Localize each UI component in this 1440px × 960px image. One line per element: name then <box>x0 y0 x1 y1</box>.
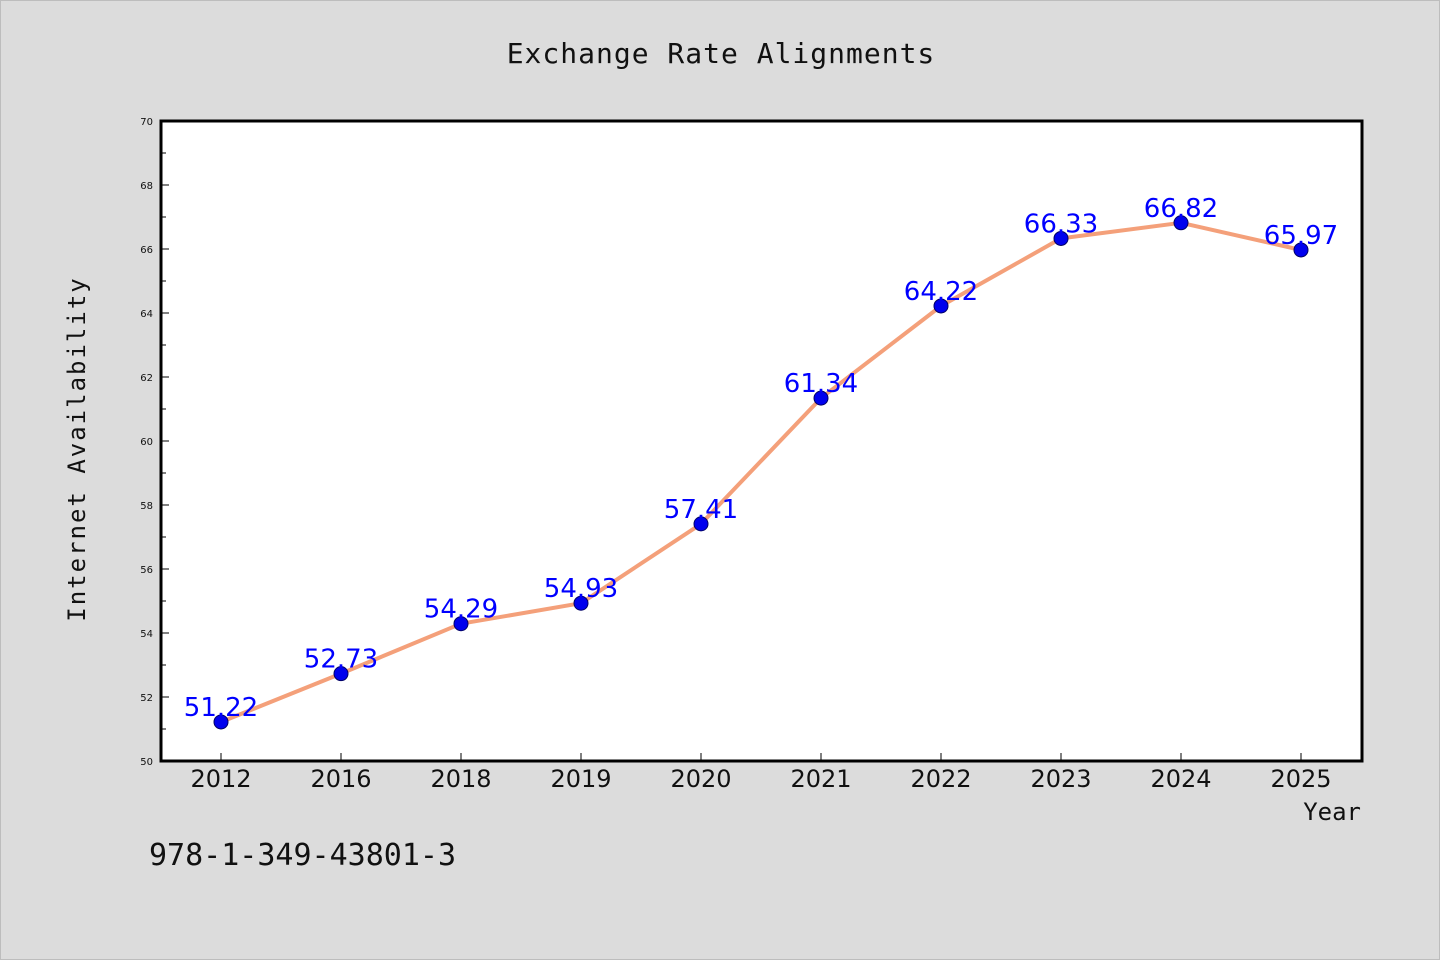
data-point <box>1293 242 1309 258</box>
data-label: 61.34 <box>784 369 858 399</box>
y-tick-label: 54 <box>140 629 153 640</box>
x-tick-label: 2021 <box>790 765 851 793</box>
y-tick-label: 70 <box>140 117 153 128</box>
y-tick-label: 60 <box>140 437 153 448</box>
x-tick-label: 2022 <box>910 765 971 793</box>
x-tick-label: 2023 <box>1030 765 1091 793</box>
data-point <box>933 298 949 314</box>
x-tick-label: 2018 <box>430 765 491 793</box>
data-label: 54.29 <box>424 595 498 625</box>
data-label: 52.73 <box>304 645 378 675</box>
y-axis-label: Internet Availability <box>63 276 91 621</box>
y-tick-label: 66 <box>140 245 153 256</box>
data-point <box>813 390 829 406</box>
chart-title: Exchange Rate Alignments <box>507 37 936 70</box>
data-label: 66.82 <box>1144 194 1218 224</box>
y-tick-label: 64 <box>140 309 153 320</box>
y-tick-label: 58 <box>140 501 153 512</box>
data-point <box>1053 230 1069 246</box>
x-tick-label: 2024 <box>1150 765 1211 793</box>
data-point <box>693 516 709 532</box>
data-label: 54.93 <box>544 574 618 604</box>
data-point <box>573 595 589 611</box>
data-label: 65.97 <box>1264 221 1338 251</box>
plot-area <box>161 121 1362 761</box>
data-label: 64.22 <box>904 277 978 307</box>
series-line <box>220 220 1302 724</box>
x-tick-label: 2019 <box>550 765 611 793</box>
data-point <box>1173 215 1189 231</box>
data-point <box>333 666 349 682</box>
y-tick-label: 50 <box>140 757 153 768</box>
data-point <box>213 714 229 730</box>
x-axis-ticks: 2012 2016 2018 2019 2020 2021 2022 2023 2024 2025 <box>190 753 1332 793</box>
footer-text: 978-1-349-43801-3 <box>149 838 456 873</box>
data-label: 57.41 <box>664 495 738 525</box>
data-label: 51.22 <box>184 693 258 723</box>
x-tick-label: 2016 <box>310 765 371 793</box>
y-tick-label: 52 <box>140 693 153 704</box>
plot-frame <box>159 119 1364 763</box>
y-tick-label: 62 <box>140 373 153 384</box>
data-point <box>453 616 469 632</box>
data-series: 51.22 52.73 54.29 54.93 57.41 61.34 64.22 66.33… <box>184 194 1338 730</box>
y-tick-label: 56 <box>140 565 153 576</box>
x-axis-label: Year <box>1303 798 1361 826</box>
x-tick-label: 2012 <box>190 765 251 793</box>
x-tick-label: 2025 <box>1270 765 1331 793</box>
y-tick-label: 68 <box>140 181 153 192</box>
x-tick-label: 2020 <box>670 765 731 793</box>
data-label: 66.33 <box>1024 209 1098 239</box>
